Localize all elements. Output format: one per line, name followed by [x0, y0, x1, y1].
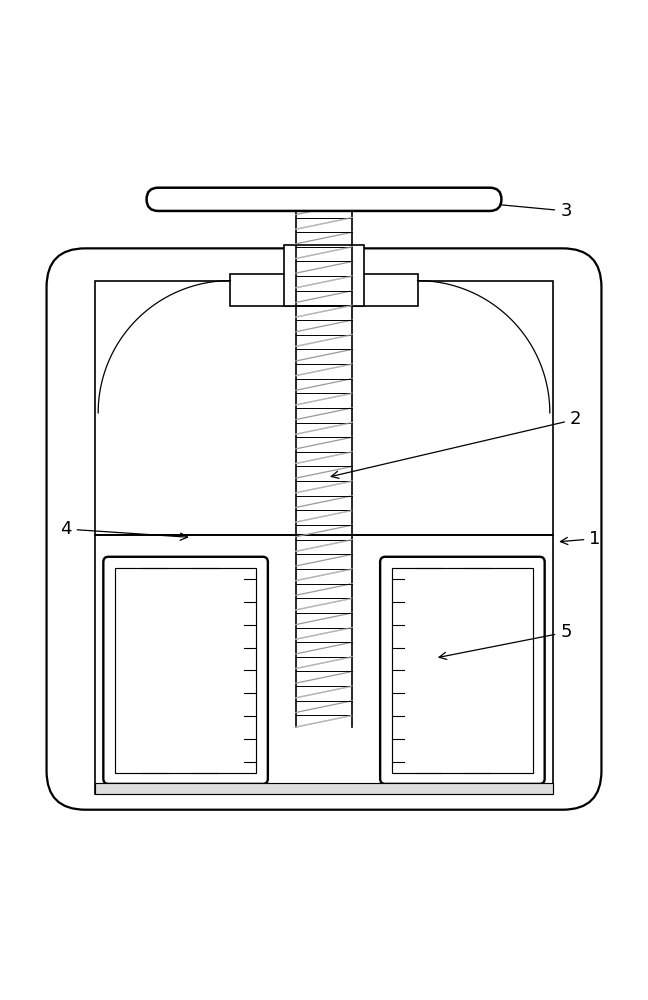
Polygon shape — [295, 423, 353, 434]
FancyBboxPatch shape — [146, 188, 502, 211]
Polygon shape — [295, 628, 353, 639]
Polygon shape — [295, 715, 353, 727]
Polygon shape — [295, 218, 353, 229]
Polygon shape — [295, 510, 353, 522]
Polygon shape — [295, 481, 353, 493]
Bar — [284, 245, 364, 306]
Polygon shape — [295, 364, 353, 376]
Polygon shape — [295, 276, 353, 288]
Bar — [95, 281, 553, 535]
Bar — [393, 568, 533, 773]
Polygon shape — [295, 393, 353, 405]
FancyBboxPatch shape — [103, 557, 268, 784]
FancyBboxPatch shape — [47, 248, 601, 810]
Bar — [95, 783, 553, 794]
Polygon shape — [295, 569, 353, 581]
Polygon shape — [295, 247, 353, 259]
Polygon shape — [295, 452, 353, 464]
Polygon shape — [295, 598, 353, 610]
Bar — [115, 568, 255, 773]
Polygon shape — [295, 335, 353, 346]
Text: 1: 1 — [561, 530, 601, 548]
Polygon shape — [295, 305, 353, 317]
Text: 3: 3 — [467, 199, 572, 220]
Bar — [231, 274, 417, 306]
Polygon shape — [295, 540, 353, 551]
Bar — [95, 535, 553, 794]
Polygon shape — [295, 686, 353, 698]
Text: 5: 5 — [439, 623, 572, 659]
Text: 2: 2 — [331, 410, 581, 478]
Text: 4: 4 — [60, 520, 187, 540]
FancyBboxPatch shape — [380, 557, 545, 784]
Polygon shape — [295, 657, 353, 669]
